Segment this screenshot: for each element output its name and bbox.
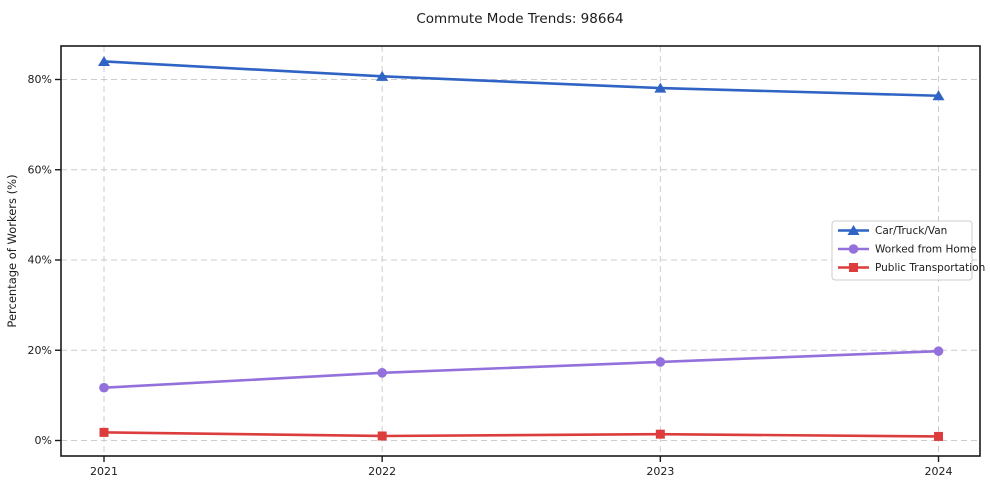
legend: Car/Truck/Van Worked from Home Public Tran… <box>831 220 985 281</box>
triangle-marker <box>98 55 110 66</box>
legend-label-worked-from-home: Worked from Home <box>875 244 976 256</box>
y-tick-label: 60% <box>28 163 52 176</box>
y-tick-label: 0% <box>35 434 52 447</box>
circle-marker <box>377 368 387 378</box>
x-tick-label: 2023 <box>646 465 674 478</box>
triangle-marker <box>376 70 389 81</box>
chart-title: Commute Mode Trends: 98664 <box>416 11 623 27</box>
plot-border <box>60 45 981 457</box>
data-series <box>98 55 945 441</box>
square-marker <box>849 263 858 272</box>
circle-marker <box>848 244 859 254</box>
square-marker <box>934 431 944 441</box>
series-line <box>102 60 940 98</box>
circle-marker <box>99 382 109 393</box>
legend-label-public-transportation: Public Transportation <box>875 262 985 274</box>
series-car-truck-van <box>98 55 945 101</box>
square-marker <box>99 427 109 437</box>
series-line <box>102 431 940 438</box>
series-line <box>102 349 940 390</box>
y-tick-label: 80% <box>28 73 52 86</box>
series-worked-from-home <box>99 346 944 393</box>
circle-marker <box>933 346 944 356</box>
circle-marker <box>655 357 666 367</box>
y-tick-label: 20% <box>28 344 52 357</box>
triangle-marker <box>847 225 860 235</box>
x-tick-label: 2022 <box>368 465 396 478</box>
y-tick-label: 40% <box>28 254 52 267</box>
axis-ticks-and-labels: 0% 20% 40% 60% 80% 2021 2022 2023 2024 <box>28 73 953 478</box>
legend-box <box>831 220 973 281</box>
x-tick-label: 2021 <box>90 465 118 478</box>
series-public-transportation <box>99 427 944 441</box>
legend-label-car-truck-van: Car/Truck/Van <box>875 225 947 237</box>
triangle-marker <box>654 82 667 93</box>
y-axis-label: Percentage of Workers (%) <box>5 174 19 327</box>
square-marker <box>377 431 387 441</box>
x-tick-label: 2024 <box>925 465 953 478</box>
square-marker <box>655 429 665 439</box>
triangle-marker <box>932 90 945 101</box>
